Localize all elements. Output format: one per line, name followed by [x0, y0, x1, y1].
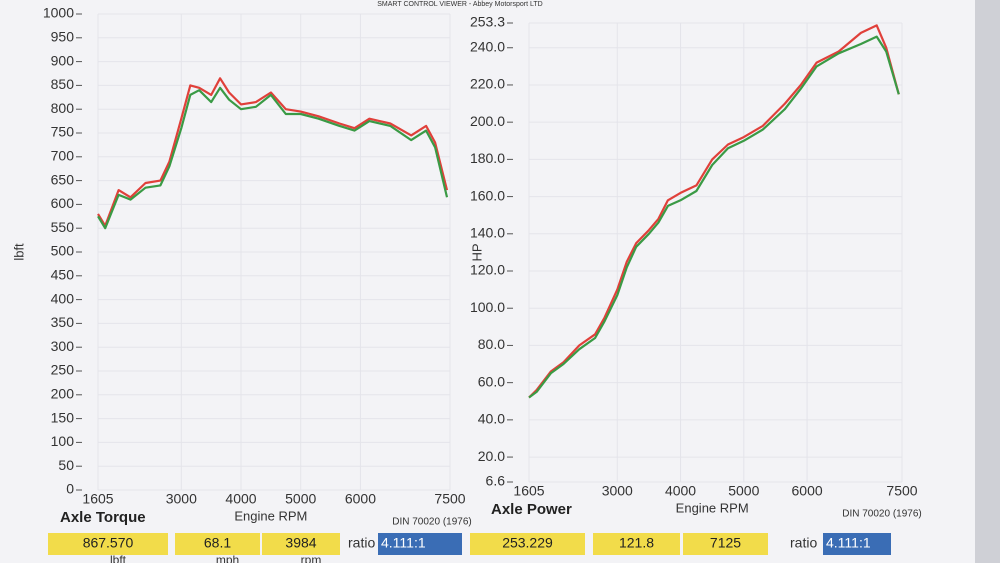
y-tick-label: 500 [51, 243, 75, 259]
x-tick-label: 3000 [166, 491, 197, 507]
data-line [97, 77, 449, 227]
y-tick-label: 253.3 [470, 14, 505, 30]
y-tick-label: 950 [51, 29, 75, 45]
sheet-title: SMART CONTROL VIEWER - Abbey Motorsport … [377, 1, 542, 8]
y-tick-label: 6.6 [486, 473, 506, 489]
y-tick-label: 80.0 [478, 336, 505, 352]
readout-box [683, 533, 768, 555]
y-tick-label: 50 [58, 457, 74, 473]
y-tick-label: 900 [51, 52, 75, 68]
readout-value: 3984 [285, 535, 316, 551]
x-tick-label: 4000 [225, 491, 256, 507]
ratio-box [378, 533, 462, 555]
ratio-label: ratio [790, 535, 817, 551]
y-tick-label: 700 [51, 148, 75, 164]
readout-box [48, 533, 168, 555]
chart-title: Axle Torque [60, 509, 146, 526]
note: DIN 70020 (1976) [842, 509, 922, 520]
x-tick-label: 5000 [728, 483, 759, 499]
readout-unit: mph [216, 553, 239, 563]
y-tick-label: 140.0 [470, 225, 505, 241]
readout-unit: lbft [110, 553, 127, 563]
readout-box [175, 533, 260, 555]
y-tick-label: 180.0 [470, 150, 505, 166]
y-tick-label: 200.0 [470, 113, 505, 129]
readout-value: 68.1 [204, 535, 231, 551]
y-tick-label: 100 [51, 433, 75, 449]
y-tick-label: 120.0 [470, 262, 505, 278]
ratio-value: 4.111:1 [381, 535, 426, 551]
y-tick-label: 160.0 [470, 187, 505, 203]
readout-value: 7125 [710, 535, 741, 551]
chart-title: Axle Power [491, 501, 572, 518]
y-tick-label: 550 [51, 219, 75, 235]
x-tick-label: 1605 [513, 483, 544, 499]
y-axis-label: HP [469, 243, 484, 261]
y-tick-label: 20.0 [478, 448, 505, 464]
y-tick-label: 650 [51, 171, 75, 187]
x-axis-label: Engine RPM [676, 500, 749, 515]
y-tick-label: 200 [51, 386, 75, 402]
readout-box [470, 533, 585, 555]
y-tick-label: 0 [66, 481, 74, 497]
y-tick-label: 300 [51, 338, 75, 354]
readout-unit: rpm [301, 553, 322, 563]
y-tick-label: 100.0 [470, 299, 505, 315]
y-tick-label: 220.0 [470, 76, 505, 92]
readout-box [262, 533, 340, 555]
y-tick-label: 600 [51, 195, 75, 211]
data-line [528, 35, 900, 399]
y-tick-label: 850 [51, 76, 75, 92]
x-tick-label: 6000 [792, 483, 823, 499]
data-line [528, 24, 900, 399]
ratio-label: ratio [348, 535, 375, 551]
x-tick-label: 1605 [82, 491, 113, 507]
y-tick-label: 350 [51, 314, 75, 330]
x-tick-label: 4000 [665, 483, 696, 499]
readout-value: 121.8 [619, 535, 654, 551]
y-axis-label: lbft [11, 243, 26, 261]
ratio-value: 4.111:1 [826, 535, 871, 551]
x-tick-label: 7500 [434, 491, 465, 507]
y-tick-label: 1000 [43, 5, 74, 21]
y-tick-label: 400 [51, 290, 75, 306]
x-tick-label: 3000 [602, 483, 633, 499]
y-tick-label: 450 [51, 267, 75, 283]
y-tick-label: 750 [51, 124, 75, 140]
data-line [97, 86, 449, 230]
y-tick-label: 150 [51, 409, 75, 425]
note: DIN 70020 (1976) [392, 517, 472, 528]
readout-value: 867.570 [83, 535, 134, 551]
readout-value: 253.229 [502, 535, 553, 551]
y-tick-label: 240.0 [470, 38, 505, 54]
y-tick-label: 60.0 [478, 373, 505, 389]
readout-box [593, 533, 680, 555]
x-tick-label: 7500 [886, 483, 917, 499]
ratio-box [823, 533, 891, 555]
x-axis-label: Engine RPM [234, 508, 307, 523]
x-tick-label: 5000 [285, 491, 316, 507]
paper [0, 0, 975, 563]
y-tick-label: 40.0 [478, 411, 505, 427]
y-tick-label: 250 [51, 362, 75, 378]
x-tick-label: 6000 [345, 491, 376, 507]
y-tick-label: 800 [51, 100, 75, 116]
